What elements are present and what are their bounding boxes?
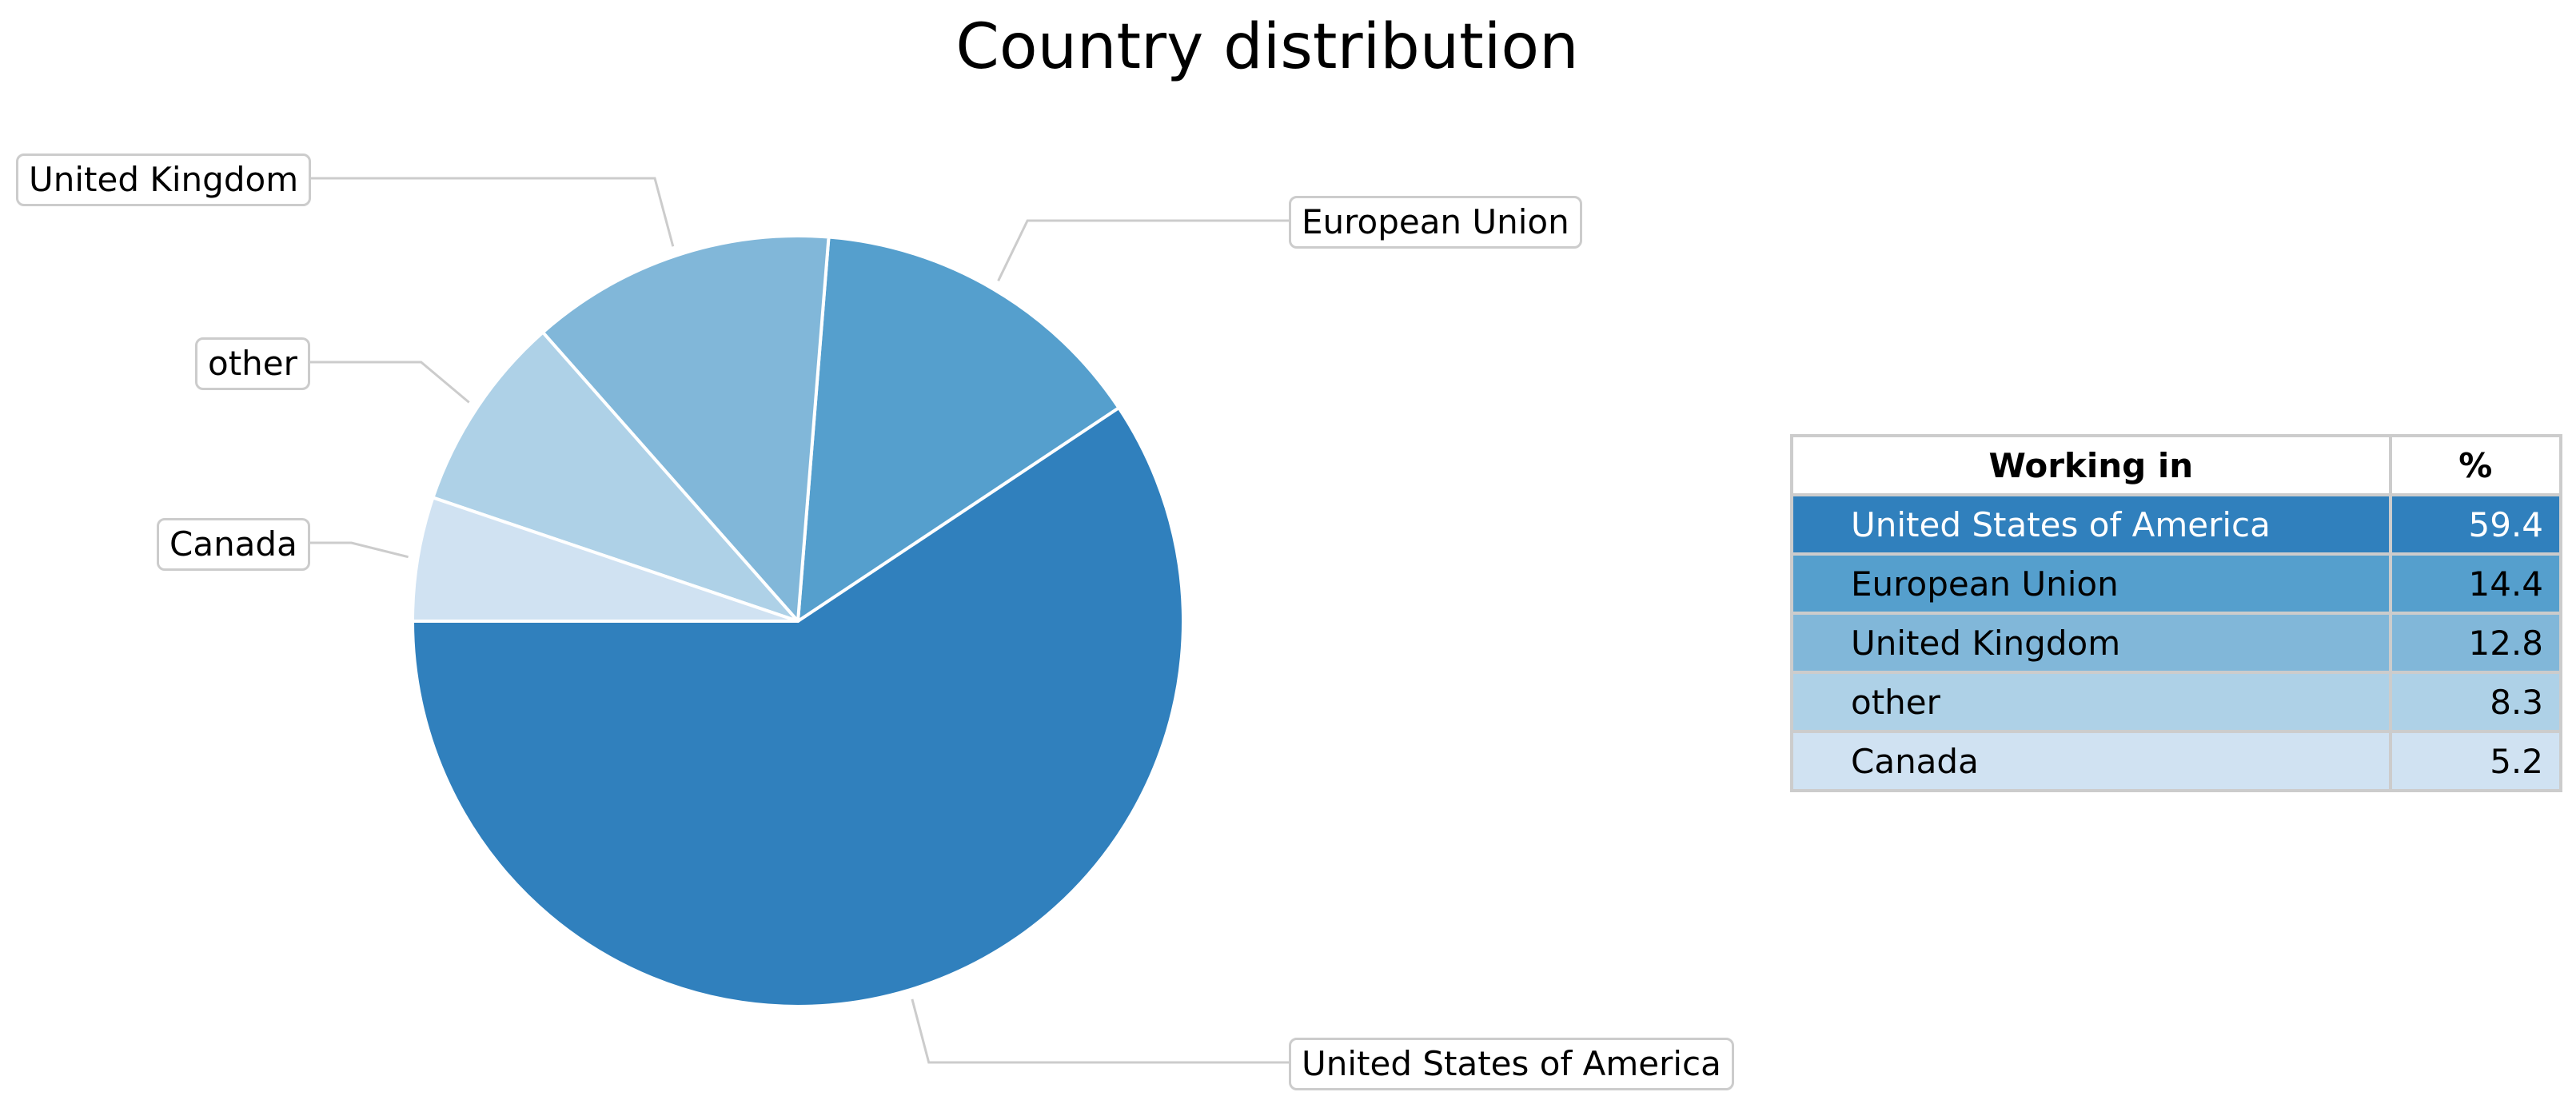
- table-header-country: Working in: [1790, 434, 2392, 496]
- leader-line: [911, 998, 1289, 1064]
- table-row: Canada 5.2: [1790, 730, 2563, 792]
- pie-label: Canada: [157, 518, 310, 571]
- table-cell-country: United Kingdom: [1790, 612, 2392, 674]
- table-header-row: Working in %: [1790, 434, 2563, 496]
- pie-slice-canada: [411, 496, 800, 623]
- table-cell-percent: 59.4: [2388, 493, 2563, 556]
- table-cell-country: Canada: [1790, 730, 2392, 792]
- pie-slice-european-union: [796, 235, 1121, 623]
- table-row: United States of America 59.4: [1790, 493, 2563, 556]
- table-cell-percent: 12.8: [2388, 612, 2563, 674]
- table-row: United Kingdom 12.8: [1790, 612, 2563, 674]
- data-table: Working in % United States of America 59.…: [1790, 434, 2563, 792]
- pie-label: United Kingdom: [16, 153, 312, 206]
- table-cell-percent: 14.4: [2388, 552, 2563, 615]
- pie-slice-other: [431, 330, 800, 623]
- table-row: other 8.3: [1790, 671, 2563, 733]
- leader-lines: [301, 177, 1289, 1064]
- pie-label: European Union: [1289, 196, 1582, 249]
- table-row: European Union 14.4: [1790, 552, 2563, 615]
- leader-line: [301, 361, 470, 404]
- pie-slice-united-states-of-america: [411, 406, 1185, 1008]
- chart-title: Country distribution: [955, 11, 1579, 83]
- leader-line: [302, 177, 675, 247]
- table-cell-country: European Union: [1790, 552, 2392, 615]
- leader-line: [302, 541, 409, 559]
- leader-line: [997, 219, 1289, 281]
- table-cell-percent: 8.3: [2388, 671, 2563, 733]
- pie-label: United States of America: [1289, 1038, 1734, 1090]
- pie-slices: [411, 234, 1185, 1008]
- table-cell-country: United States of America: [1790, 493, 2392, 556]
- pie-label: other: [195, 337, 310, 390]
- table-header-percent: %: [2388, 434, 2563, 496]
- pie-slice-united-kingdom: [540, 234, 831, 623]
- table-body: United States of America 59.4 European Uni…: [1790, 493, 2563, 792]
- table-cell-country: other: [1790, 671, 2392, 733]
- table-cell-percent: 5.2: [2388, 730, 2563, 792]
